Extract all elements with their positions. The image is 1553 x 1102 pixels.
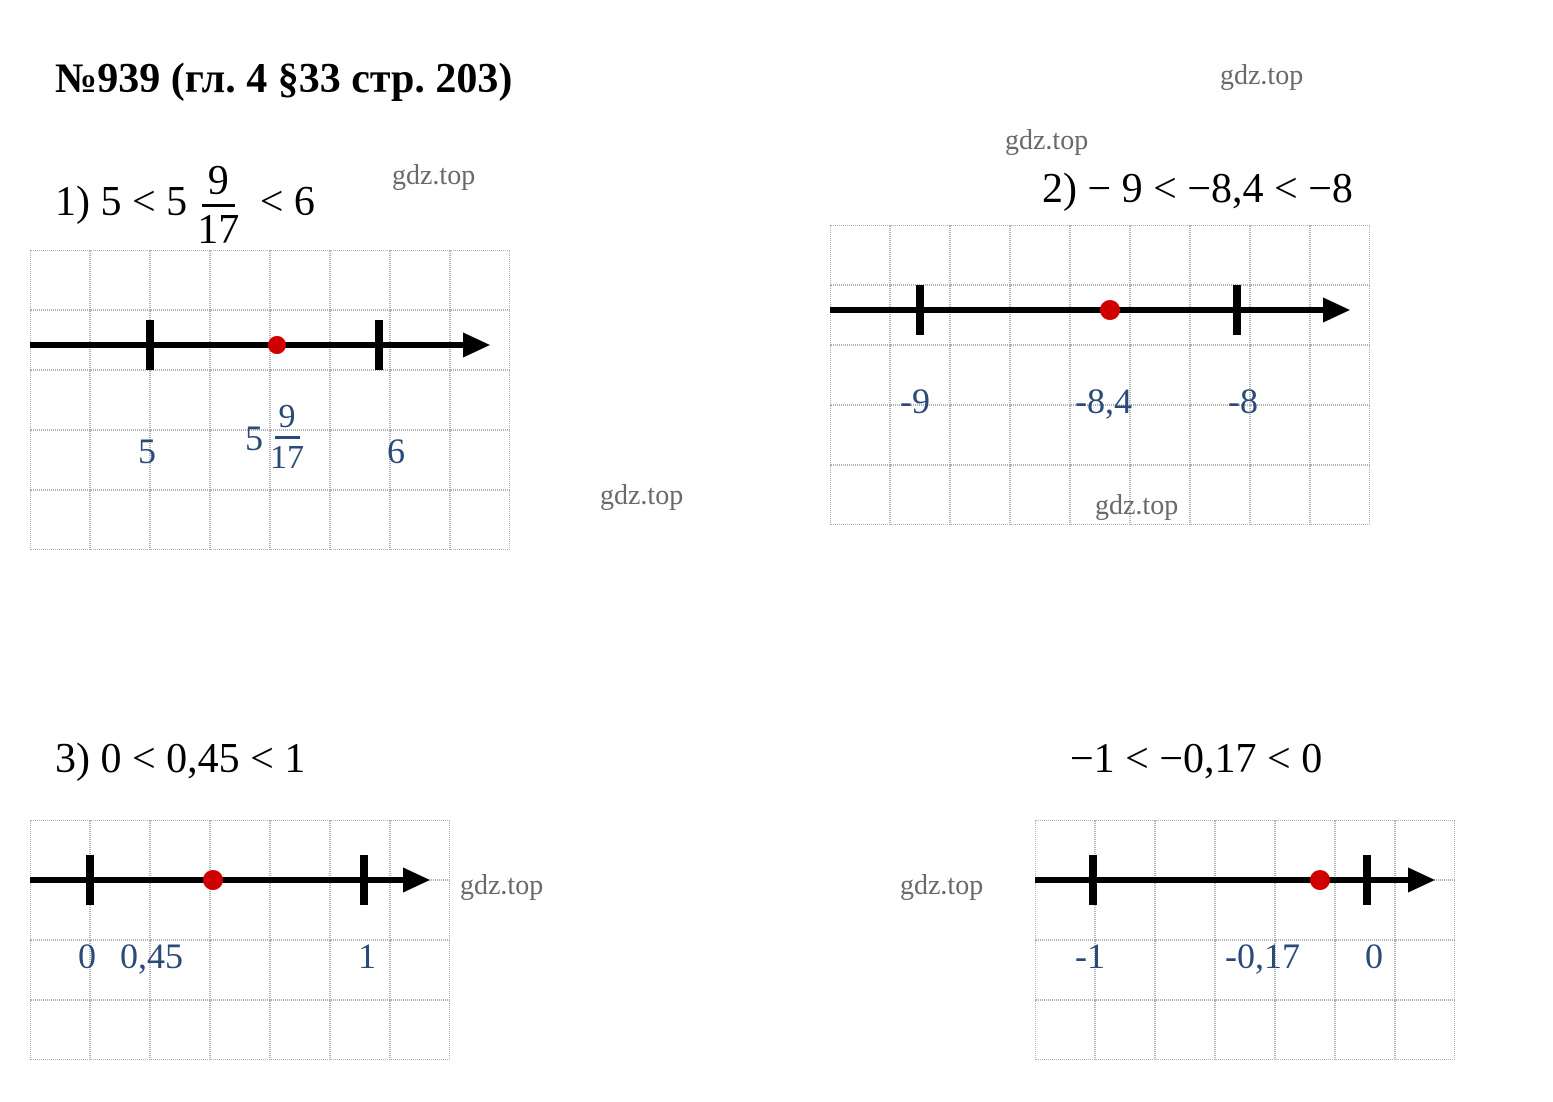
tick-label: 0 (1365, 935, 1383, 977)
tick-label: 1 (358, 935, 376, 977)
watermark-text: gdz.top (1220, 60, 1303, 92)
point-label-fraction: 5917 (245, 400, 308, 475)
watermark-text: gdz.top (460, 870, 543, 902)
page-title: №939 (гл. 4 §33 стр. 203) (55, 55, 512, 103)
number-line-1: 5 6 5917 (30, 250, 510, 550)
watermark-text: gdz.top (900, 870, 983, 902)
number-line-2: -9 -8 -8,4 (830, 225, 1370, 525)
fraction: 917 (191, 160, 245, 251)
tick-label: 5 (138, 430, 156, 472)
watermark-text: gdz.top (392, 160, 475, 192)
number-line-svg (830, 225, 1370, 525)
inequality-text-post: < 6 (249, 179, 315, 225)
number-line-3: 010,45 (30, 820, 450, 1060)
tick-label: -1 (1075, 935, 1105, 977)
problem-3-inequality: 3) 0 < 0,45 < 1 (55, 735, 305, 783)
point-label: -0,17 (1225, 935, 1300, 977)
fraction-denominator: 17 (191, 207, 245, 251)
watermark-text: gdz.top (600, 480, 683, 512)
point-label: 0,45 (120, 935, 183, 977)
tick-label: 0 (78, 935, 96, 977)
inequality-text-pre: 1) 5 < 5 (55, 179, 187, 225)
point-label: -8,4 (1075, 380, 1132, 422)
tick-label: -9 (900, 380, 930, 422)
fraction-numerator: 9 (202, 160, 235, 207)
tick-label: 6 (387, 430, 405, 472)
problem-1-inequality: 1) 5 < 5917 < 6 (55, 160, 315, 251)
number-line-4: -1 0 -0,17 (1035, 820, 1455, 1060)
tick-label: -8 (1228, 380, 1258, 422)
problem-4-inequality: −1 < −0,17 < 0 (1070, 735, 1322, 783)
problem-2-inequality: 2) − 9 < −8,4 < −8 (1042, 165, 1353, 213)
watermark-text: gdz.top (1005, 125, 1088, 157)
